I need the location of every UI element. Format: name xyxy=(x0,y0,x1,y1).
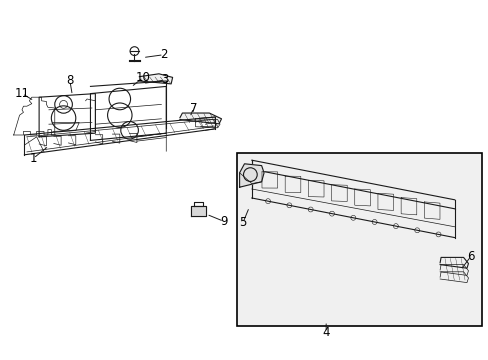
Text: 8: 8 xyxy=(66,75,74,87)
Text: 6: 6 xyxy=(466,250,474,263)
Text: 2: 2 xyxy=(160,48,167,61)
Polygon shape xyxy=(180,113,221,124)
Text: 10: 10 xyxy=(136,71,150,84)
Text: 3: 3 xyxy=(161,73,169,86)
Text: 4: 4 xyxy=(322,326,329,339)
Text: 1: 1 xyxy=(29,152,37,165)
Text: 9: 9 xyxy=(220,215,227,228)
Text: 7: 7 xyxy=(189,102,197,114)
Text: 5: 5 xyxy=(239,216,246,229)
Text: 11: 11 xyxy=(15,87,29,100)
Bar xyxy=(237,153,481,326)
Polygon shape xyxy=(239,164,264,187)
Polygon shape xyxy=(139,74,172,84)
Polygon shape xyxy=(190,206,206,216)
